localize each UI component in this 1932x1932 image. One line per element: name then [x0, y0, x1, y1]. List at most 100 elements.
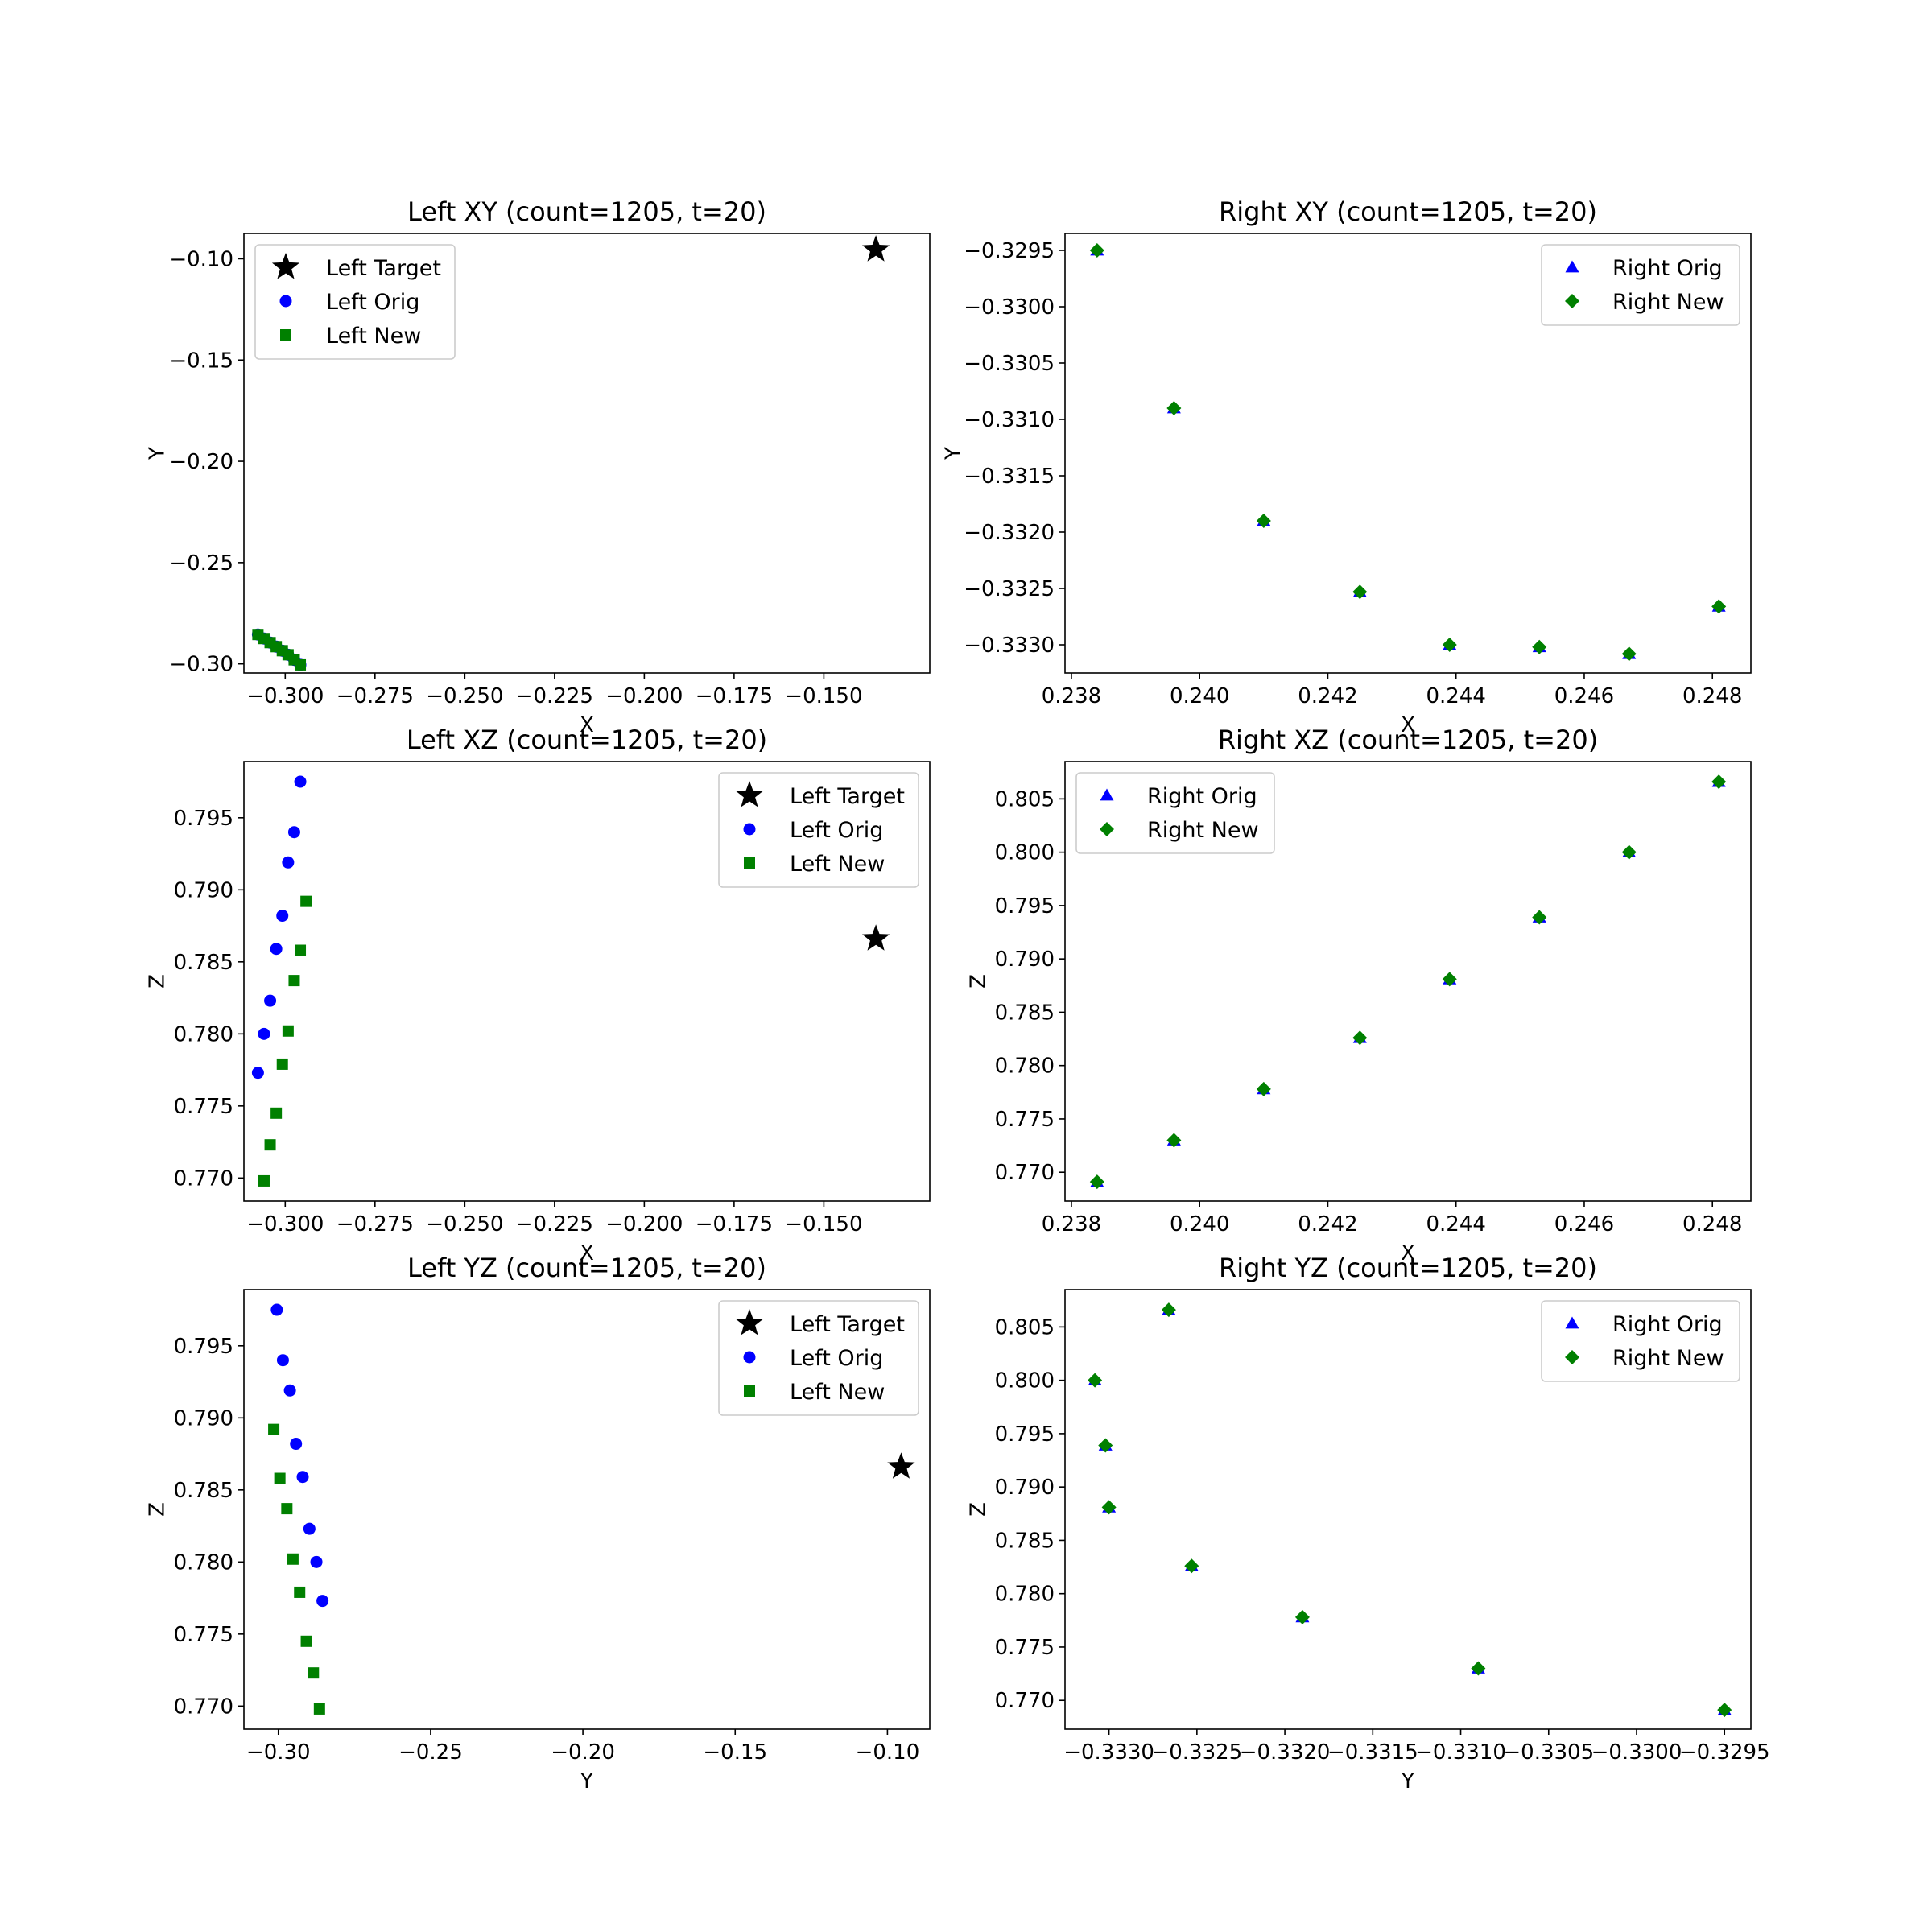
- legend-label: Left New: [790, 852, 885, 877]
- y-tick-label: 0.770: [995, 1161, 1055, 1185]
- series-right-new: [1088, 1302, 1732, 1718]
- legend: Left Target Left Orig Left New: [718, 1300, 919, 1416]
- chart-title: Right YZ (count=1205, t=20): [1219, 1253, 1597, 1283]
- x-tick-label: −0.20: [551, 1740, 615, 1765]
- data-point: [1161, 1302, 1176, 1318]
- y-tick-label: 0.785: [995, 1001, 1055, 1025]
- data-point: [300, 1635, 312, 1647]
- legend-marker: [1565, 260, 1579, 273]
- data-point: [274, 1472, 286, 1484]
- y-tick-label: 0.785: [174, 1479, 233, 1503]
- data-point: [283, 1384, 296, 1397]
- x-tick-label: −0.10: [856, 1740, 920, 1765]
- x-tick-label: −0.3305: [1503, 1740, 1594, 1765]
- x-tick-label: −0.300: [246, 1212, 324, 1236]
- data-point: [295, 944, 307, 956]
- data-point: [276, 1058, 288, 1070]
- y-tick-label: 0.790: [174, 1406, 233, 1430]
- data-point: [270, 1303, 283, 1316]
- y-tick-label: 0.790: [995, 1476, 1055, 1500]
- data-point: [1621, 646, 1637, 662]
- y-tick-label: 0.795: [174, 1335, 233, 1359]
- x-tick-label: −0.3315: [1327, 1740, 1418, 1765]
- y-tick-label: 0.770: [174, 1695, 233, 1719]
- data-point: [300, 895, 312, 907]
- data-point: [861, 924, 890, 951]
- x-axis-label: X: [580, 1241, 594, 1265]
- legend-label: Left Orig: [790, 1346, 883, 1371]
- legend-marker: [1100, 822, 1114, 836]
- x-tick-label: −0.250: [426, 1212, 503, 1236]
- series-left-orig: [270, 1303, 329, 1608]
- legend-label: Left New: [326, 324, 421, 349]
- legend-marker: [279, 295, 292, 308]
- legend-marker: [1565, 1350, 1579, 1364]
- x-tick-label: −0.175: [696, 1212, 773, 1236]
- x-tick-label: 0.244: [1426, 684, 1486, 708]
- data-point: [1166, 1133, 1182, 1148]
- legend: Left Target Left Orig Left New: [254, 244, 456, 360]
- chart-title: Right XZ (count=1205, t=20): [1218, 724, 1598, 755]
- x-tick-label: −0.3325: [1151, 1740, 1242, 1765]
- series-left-new: [268, 1423, 325, 1715]
- data-point: [1089, 1174, 1104, 1190]
- x-tick-label: −0.150: [785, 1212, 862, 1236]
- legend-box: [1541, 1300, 1740, 1382]
- legend-marker: [1565, 294, 1579, 308]
- legend-marker: [743, 823, 756, 836]
- data-point: [282, 856, 295, 869]
- data-point: [308, 1667, 320, 1679]
- x-tick-label: −0.3295: [1679, 1740, 1770, 1765]
- legend: Right Orig Right New: [1541, 244, 1740, 326]
- legend-marker: [744, 1385, 755, 1397]
- y-tick-label: 0.770: [995, 1689, 1055, 1713]
- y-tick-label: 0.780: [174, 1022, 233, 1046]
- legend-marker: [1100, 788, 1114, 801]
- data-point: [1711, 599, 1727, 614]
- legend-box: [1541, 244, 1740, 326]
- legend-marker: [744, 857, 755, 869]
- data-point: [1711, 774, 1727, 790]
- legend-label: Left Target: [790, 1312, 905, 1337]
- y-tick-label: 0.775: [995, 1108, 1055, 1132]
- panel-left-xz: Left XZ (count=1205, t=20) −0.300 −0.275 −0…: [146, 724, 931, 1265]
- data-point: [1471, 1661, 1486, 1676]
- legend-marker: [735, 1309, 764, 1335]
- x-tick-label: −0.200: [605, 1212, 683, 1236]
- data-point: [1532, 910, 1547, 925]
- y-axis-label: Z: [146, 974, 170, 989]
- y-tick-label: 0.775: [995, 1636, 1055, 1660]
- plot-frame: [1064, 1289, 1752, 1730]
- data-point: [287, 826, 300, 839]
- legend: Right Orig Right New: [1075, 772, 1275, 854]
- y-tick-label: 0.800: [995, 841, 1055, 865]
- data-point: [310, 1555, 323, 1568]
- y-tick-label: 0.805: [995, 1315, 1055, 1340]
- x-tick-label: 0.238: [1042, 1212, 1101, 1236]
- x-tick-label: 0.240: [1170, 1212, 1229, 1236]
- data-point: [294, 775, 307, 788]
- panel-right-xz: Right XZ (count=1205, t=20) 0.238 0.240 0.2…: [967, 724, 1752, 1265]
- x-axis-label: Y: [1401, 1769, 1414, 1794]
- x-tick-label: −0.200: [605, 684, 683, 708]
- plot-frame: [1064, 761, 1752, 1202]
- y-tick-label: −0.3325: [964, 577, 1055, 601]
- data-point: [270, 1107, 283, 1119]
- series-left-target: [887, 1452, 915, 1479]
- y-axis-label: Z: [967, 1502, 991, 1517]
- data-point: [1294, 1609, 1310, 1624]
- x-axis-label: X: [1401, 1241, 1415, 1265]
- x-tick-label: −0.15: [703, 1740, 767, 1765]
- data-point: [270, 943, 283, 956]
- y-tick-label: 0.790: [174, 878, 233, 902]
- y-tick-label: 0.780: [174, 1550, 233, 1575]
- data-point: [1621, 844, 1637, 860]
- data-point: [1442, 638, 1457, 652]
- data-point: [1101, 1500, 1117, 1515]
- panel-left-xy: Left XY (count=1205, t=20) −0.300 −0.275 −0…: [146, 196, 931, 737]
- legend-label: Right New: [1612, 1346, 1724, 1371]
- x-tick-label: −0.3330: [1063, 1740, 1154, 1765]
- y-tick-label: −0.25: [169, 551, 233, 576]
- x-tick-label: −0.250: [426, 684, 503, 708]
